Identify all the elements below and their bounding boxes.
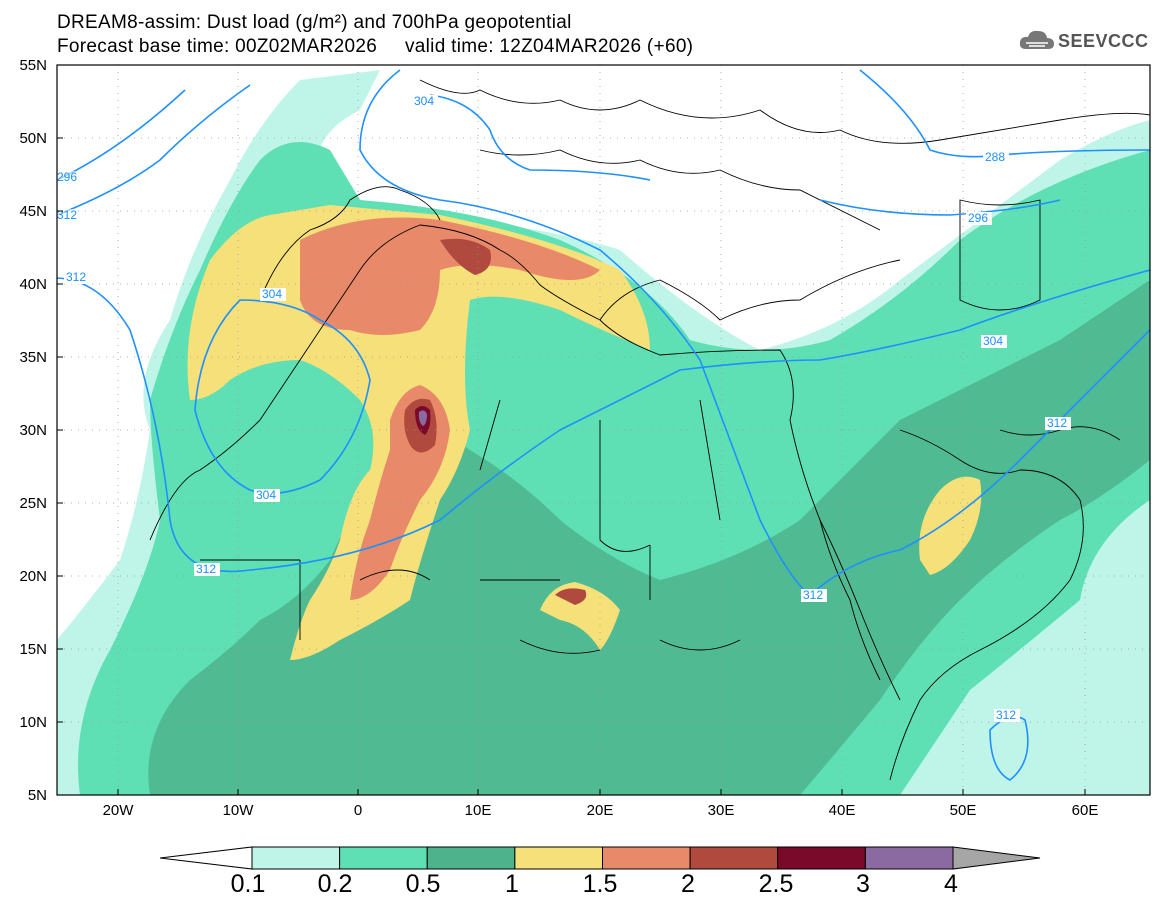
colorbar-cell	[339, 846, 428, 870]
colorbar-cell	[426, 846, 516, 870]
colorbar	[160, 846, 1041, 870]
lat-label: 10N	[19, 714, 47, 731]
lat-label: 55N	[19, 57, 47, 74]
graticule	[57, 65, 1150, 795]
colorbar-low-arrow	[160, 846, 253, 870]
colorbar-label: 0.5	[405, 870, 441, 898]
contour-label: 304	[414, 94, 434, 108]
colorbar-label: 0.1	[230, 870, 266, 898]
map-title-line2: Forecast base time: 00Z02MAR2026 valid t…	[57, 36, 694, 57]
lon-label: 10W	[222, 802, 254, 819]
lon-label: 60E	[1071, 802, 1099, 819]
dust-field	[57, 70, 1150, 795]
lon-label: 40E	[828, 802, 856, 819]
logo-text: SEEVCCC	[1058, 31, 1149, 51]
colorbar-high-arrow	[952, 846, 1041, 870]
colorbar-cell	[602, 846, 691, 870]
map-title-line1: DREAM8-assim: Dust load (g/m²) and 700hP…	[57, 12, 572, 33]
colorbar-label: 2.5	[758, 870, 794, 898]
contour-label: 296	[57, 170, 77, 184]
cloud-icon	[1019, 30, 1054, 49]
lat-label: 20N	[19, 568, 47, 585]
colorbar-cell	[251, 846, 341, 870]
lon-label: 30E	[707, 802, 735, 819]
contour-label: 312	[57, 208, 77, 222]
lat-label: 40N	[19, 276, 47, 293]
lat-label: 30N	[19, 422, 47, 439]
country-borders	[149, 79, 1150, 781]
contour-label: 312	[66, 270, 86, 284]
contour-label: 296	[968, 211, 988, 225]
geopotential-contours	[57, 69, 1150, 781]
lon-label: 20E	[586, 802, 614, 819]
lon-label: 50E	[949, 802, 977, 819]
lat-label: 35N	[19, 349, 47, 366]
contour-label: 288	[985, 150, 1005, 164]
contour-label: 312	[196, 562, 216, 576]
contour-label: 304	[262, 287, 282, 301]
contour-label: 312	[803, 588, 823, 602]
colorbar-cell	[514, 846, 603, 870]
colorbar-label: 1	[505, 870, 519, 898]
lat-label: 5N	[27, 787, 47, 804]
lat-label: 45N	[19, 203, 47, 220]
lon-label: 0	[353, 802, 363, 819]
contour-label: 312	[996, 708, 1016, 722]
lat-label: 25N	[19, 495, 47, 512]
lat-label: 15N	[19, 641, 47, 658]
colorbar-cell	[864, 846, 954, 870]
contour-label: 304	[256, 488, 276, 502]
lat-label: 50N	[19, 130, 47, 147]
lon-label: 10E	[464, 802, 492, 819]
contour-labels: 296 304 312 304 304 312 312 312 288 296 …	[57, 94, 1071, 722]
axis-ticks	[57, 64, 1086, 796]
contour-label: 304	[983, 334, 1003, 348]
colorbar-label: 3	[856, 870, 870, 898]
colorbar-cells	[251, 846, 954, 870]
colorbar-cell	[689, 846, 779, 870]
colorbar-label: 2	[681, 870, 695, 898]
colorbar-label: 1.5	[582, 870, 618, 898]
contour-label: 312	[1047, 416, 1067, 430]
seevccc-logo: SEEVCCC	[1018, 27, 1158, 55]
colorbar-cell	[777, 846, 866, 870]
lon-label: 20W	[102, 802, 134, 819]
colorbar-label: 4	[944, 870, 958, 898]
colorbar-label: 0.2	[317, 870, 353, 898]
